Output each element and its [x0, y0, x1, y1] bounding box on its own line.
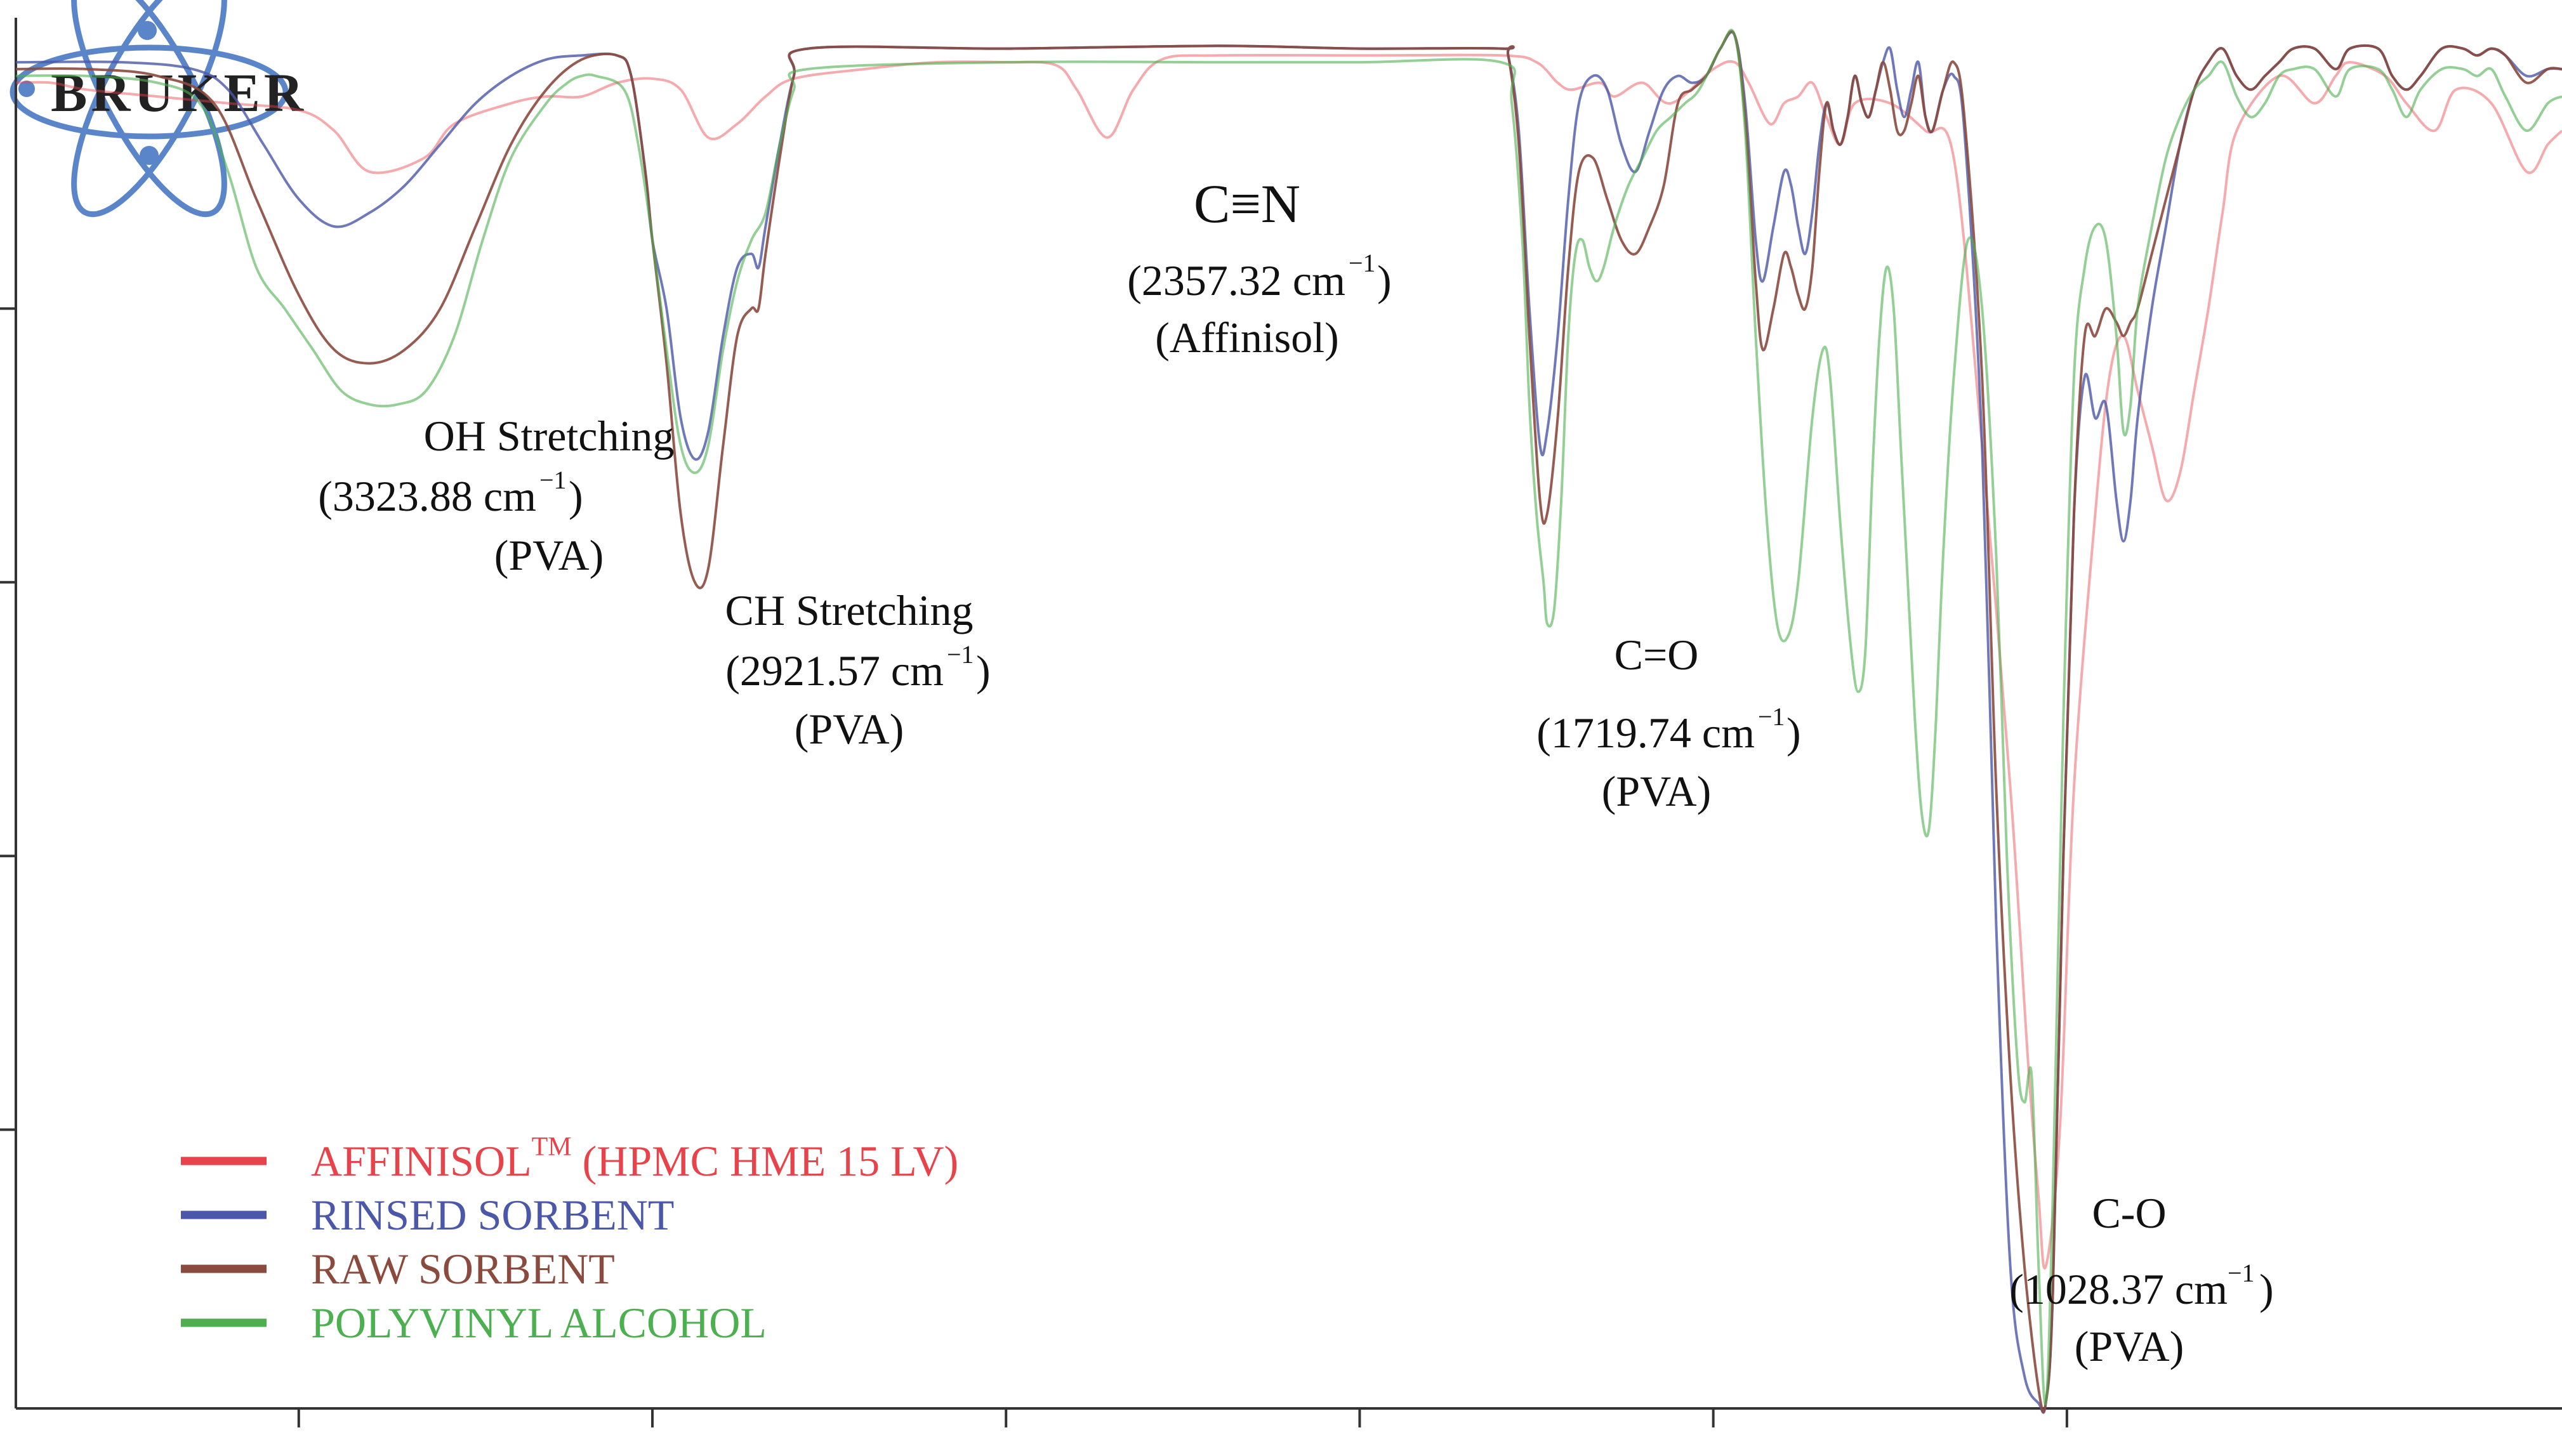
- legend: AFFINISOLTM (HPMC HME 15 LV) RINSED SORB…: [181, 1132, 958, 1347]
- annotation-co-single-close-paren: ): [2259, 1265, 2274, 1313]
- annotation-cn-close-paren: ): [1377, 256, 1392, 305]
- annotation-co-single: C-O (1028.37 cm −1 ) (PVA): [2009, 1189, 2273, 1370]
- legend-label-affinisol: AFFINISOLTM (HPMC HME 15 LV): [311, 1132, 958, 1185]
- series-line-raw-sorbent: [15, 30, 2562, 1413]
- legend-item-rinsed-sorbent: RINSED SORBENT: [181, 1191, 674, 1239]
- annotation-cn-unit-exponent: −1: [1349, 249, 1376, 277]
- annotation-oh-close-paren: ): [569, 472, 583, 520]
- legend-label-raw-sorbent: RAW SORBENT: [311, 1245, 615, 1293]
- annotation-co-single-source: (PVA): [2075, 1322, 2184, 1370]
- annotation-ch-close-paren: ): [976, 646, 991, 695]
- legend-item-raw-sorbent: RAW SORBENT: [181, 1245, 615, 1293]
- bruker-logo-text: BRUKER: [51, 62, 307, 123]
- series-line-rinsed-sorbent: [15, 30, 2562, 1414]
- annotation-cn-title: C≡N: [1194, 173, 1300, 234]
- annotation-oh-unit-exponent: −1: [539, 466, 567, 494]
- annotation-oh-source: (PVA): [494, 531, 604, 579]
- annotation-co-double-unit-exponent: −1: [1758, 702, 1785, 731]
- legend-label-affinisol-suffix: (HPMC HME 15 LV): [572, 1137, 959, 1185]
- bruker-logo: BRUKER: [10, 0, 307, 218]
- annotation-co-double-wavenumber: (1719.74 cm: [1536, 709, 1755, 757]
- legend-item-affinisol: AFFINISOLTM (HPMC HME 15 LV): [181, 1132, 958, 1185]
- annotation-co-single-unit-exponent: −1: [2228, 1259, 2255, 1287]
- annotation-co-single-wavenumber: (1028.37 cm: [2009, 1265, 2228, 1313]
- annotation-ch-title: CH Stretching: [725, 586, 974, 634]
- annotation-co-double-source: (PVA): [1602, 767, 1712, 815]
- annotation-cn: C≡N (2357.32 cm −1 ) (Affinisol): [1127, 173, 1391, 362]
- annotation-co-single-title: C-O: [2092, 1189, 2166, 1237]
- annotation-co-double-close-paren: ): [1786, 709, 1801, 757]
- annotation-ch-stretching: CH Stretching (2921.57 cm −1 ) (PVA): [725, 586, 991, 753]
- series-line-polyvinyl-alcohol: [15, 29, 2562, 1406]
- annotation-oh-stretching: OH Stretching (3323.88 cm −1 ) (PVA): [318, 412, 674, 579]
- annotation-cn-source: (Affinisol): [1155, 313, 1339, 362]
- series-line-affinisol: [15, 53, 2562, 1269]
- x-ticks: [297, 1408, 2068, 1427]
- annotation-ch-source: (PVA): [795, 705, 904, 753]
- spectrum-series: [15, 29, 2562, 1414]
- peak-annotations: OH Stretching (3323.88 cm −1 ) (PVA) CH …: [318, 173, 2273, 1370]
- annotation-oh-wavenumber: (3323.88 cm: [318, 472, 536, 520]
- legend-label-rinsed-sorbent: RINSED SORBENT: [311, 1191, 674, 1239]
- y-ticks: [0, 307, 16, 1131]
- annotation-co-double: C=O (1719.74 cm −1 ) (PVA): [1536, 631, 1800, 815]
- legend-item-polyvinyl-alcohol: POLYVINYL ALCOHOL: [181, 1299, 767, 1347]
- legend-label-affinisol-name: AFFINISOL: [311, 1137, 532, 1185]
- annotation-oh-title: OH Stretching: [424, 412, 675, 460]
- annotation-ch-wavenumber: (2921.57 cm: [725, 646, 944, 695]
- annotation-co-double-title: C=O: [1614, 631, 1699, 679]
- axes: [15, 18, 2562, 1410]
- legend-label-affinisol-tm: TM: [532, 1132, 572, 1162]
- annotation-cn-wavenumber: (2357.32 cm: [1127, 256, 1345, 305]
- legend-label-polyvinyl-alcohol: POLYVINYL ALCOHOL: [311, 1299, 767, 1347]
- annotation-ch-unit-exponent: −1: [947, 640, 974, 669]
